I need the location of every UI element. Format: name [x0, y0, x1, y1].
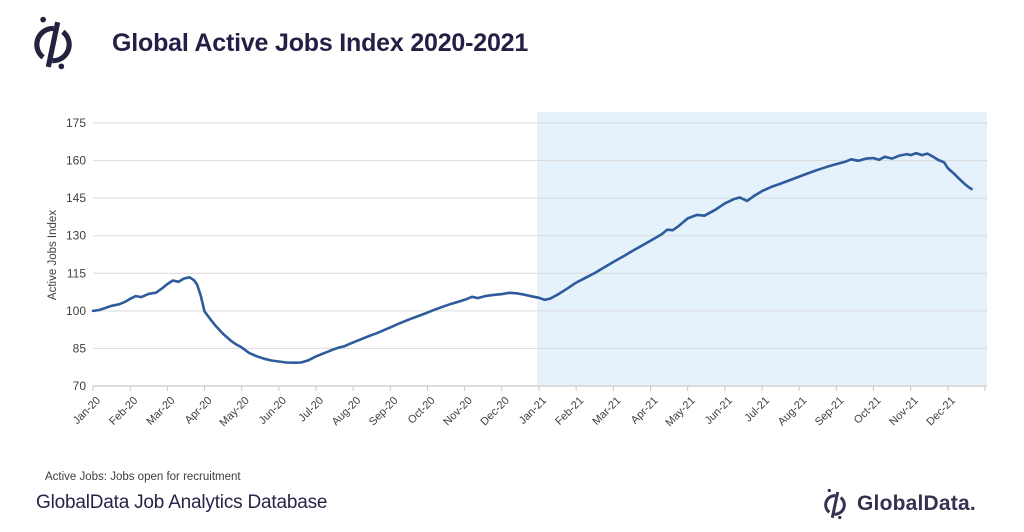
x-tick-label: Apr-20 — [183, 395, 215, 427]
x-tick-label: Sep-20 — [367, 395, 401, 429]
x-tick-label: Sep-21 — [813, 395, 847, 429]
globaldata-compass-icon — [824, 488, 846, 520]
x-tick-label: Jun-21 — [703, 395, 735, 427]
x-tick-label: Dec-20 — [478, 395, 512, 429]
x-tick-label: May-21 — [663, 395, 697, 429]
y-tick-label: 85 — [73, 341, 87, 355]
x-tick-label: Mar-21 — [590, 395, 623, 428]
y-axis-title: Active Jobs Index — [47, 210, 59, 300]
page-title: Global Active Jobs Index 2020-2021 — [112, 29, 529, 57]
x-tick-label: Nov-20 — [441, 395, 475, 429]
x-tick-label: May-20 — [217, 395, 251, 429]
x-tick-label: Dec-21 — [924, 395, 958, 429]
x-tick-label: Mar-20 — [144, 395, 177, 428]
x-tick-label: Feb-21 — [553, 395, 586, 428]
highlight-region-2021 — [537, 112, 988, 385]
x-tick-label: Apr-21 — [629, 395, 661, 427]
y-tick-label: 160 — [66, 154, 86, 168]
brand-lockup: GlobalData. — [820, 486, 976, 522]
chart-source: GlobalData Job Analytics Database — [36, 492, 328, 513]
brand-wordmark: GlobalData. — [857, 492, 976, 515]
globaldata-compass-icon — [34, 16, 72, 70]
y-tick-label: 175 — [66, 116, 86, 130]
chart-footnote: Active Jobs: Jobs open for recruitment — [45, 471, 241, 483]
x-tick-label: Nov-21 — [887, 395, 921, 429]
active-jobs-line-chart: 70 85 100 115 130 145 160 175 Active Jobs Index J… — [47, 112, 988, 429]
x-tick-label: Aug-21 — [776, 395, 810, 429]
x-tick-label: Aug-20 — [330, 395, 364, 429]
x-tick-label: Jun-20 — [257, 395, 289, 427]
x-tick-label: Jan-21 — [517, 395, 549, 427]
y-tick-label: 130 — [66, 229, 86, 243]
x-tick-label: Feb-20 — [107, 395, 140, 428]
y-tick-label: 115 — [67, 266, 86, 280]
x-tick-label: Jan-20 — [71, 395, 103, 427]
y-tick-label: 70 — [73, 379, 87, 393]
active-jobs-index-line — [91, 151, 973, 365]
x-tick-label: Jul-21 — [742, 395, 772, 425]
x-tick-label: Oct-21 — [852, 395, 884, 427]
x-tick-label: Jul-20 — [296, 395, 326, 425]
x-tick-label: Oct-20 — [406, 395, 438, 427]
y-tick-label: 145 — [66, 191, 86, 205]
y-tick-label: 100 — [66, 304, 86, 318]
